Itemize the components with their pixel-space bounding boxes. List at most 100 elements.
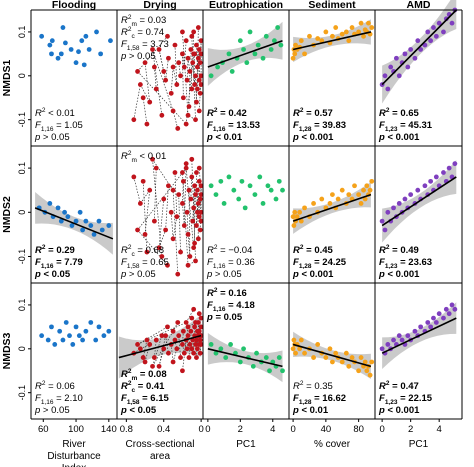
- data-point: [327, 201, 333, 206]
- data-point: [339, 359, 345, 365]
- data-point: [180, 342, 185, 347]
- data-point: [188, 328, 194, 334]
- data-point: [290, 214, 296, 220]
- data-point: [144, 337, 150, 343]
- data-point: [98, 51, 104, 57]
- data-point: [191, 51, 197, 57]
- stat-text: R2m < 0.01: [121, 150, 166, 164]
- data-point: [91, 231, 97, 237]
- data-point: [73, 60, 79, 66]
- trajectory-line: [183, 339, 187, 354]
- data-point: [68, 47, 74, 52]
- data-point: [276, 178, 282, 184]
- trajectory-line: [190, 176, 193, 200]
- data-point: [290, 346, 296, 352]
- data-point: [183, 165, 189, 171]
- data-point: [254, 350, 259, 356]
- data-point: [161, 69, 167, 74]
- data-point: [239, 178, 245, 184]
- data-point: [315, 342, 321, 347]
- data-point: [189, 33, 195, 39]
- data-point: [198, 342, 204, 347]
- data-point: [176, 192, 182, 198]
- data-point: [172, 337, 178, 343]
- data-point: [369, 178, 375, 184]
- data-point: [441, 315, 446, 321]
- x-axis-label: Index: [62, 463, 86, 467]
- data-point: [358, 355, 364, 360]
- data-point: [449, 302, 455, 308]
- data-point: [391, 205, 396, 211]
- trajectory-line: [192, 340, 195, 354]
- data-point: [80, 227, 85, 233]
- data-point: [428, 324, 434, 330]
- data-point: [184, 346, 190, 352]
- data-point: [379, 218, 385, 224]
- data-point: [367, 187, 373, 193]
- data-point: [241, 47, 246, 52]
- data-point: [197, 350, 203, 356]
- column-title-flooding: Flooding: [52, 0, 96, 11]
- data-point: [189, 315, 195, 321]
- data-point: [186, 104, 192, 109]
- stat-text: p < 0.001: [378, 269, 420, 280]
- data-point: [339, 187, 345, 193]
- trajectory-line: [152, 159, 163, 257]
- stat-text: F1,28 = 24.25: [293, 257, 347, 270]
- data-point: [194, 170, 199, 175]
- trajectory-line: [188, 190, 191, 257]
- data-point: [76, 49, 81, 55]
- data-point: [170, 108, 176, 114]
- data-point: [52, 342, 58, 347]
- stat-text: F1,28 = 39.83: [293, 120, 346, 133]
- data-point: [165, 324, 170, 330]
- data-point: [382, 227, 388, 233]
- data-point: [268, 187, 274, 193]
- data-point: [441, 170, 446, 175]
- data-point: [193, 320, 198, 325]
- data-point: [196, 165, 202, 171]
- data-point: [189, 86, 195, 92]
- data-point: [369, 25, 375, 30]
- data-point: [250, 363, 256, 369]
- trajectory-line: [174, 45, 178, 85]
- data-point: [364, 368, 370, 374]
- data-point: [180, 328, 186, 334]
- trajectory-line: [165, 58, 169, 81]
- trajectory-line: [142, 181, 148, 253]
- data-point: [436, 20, 442, 26]
- data-point: [190, 218, 196, 224]
- data-point: [302, 205, 307, 211]
- trajectory-line: [178, 194, 181, 253]
- trajectory-line: [182, 181, 184, 204]
- data-point: [408, 47, 414, 52]
- data-point: [362, 196, 368, 202]
- data-point: [208, 342, 214, 347]
- regression-line: [118, 334, 202, 359]
- data-point: [150, 363, 155, 369]
- data-point: [193, 258, 198, 264]
- data-point: [49, 324, 54, 330]
- data-point: [443, 306, 449, 312]
- data-point: [178, 355, 183, 360]
- stat-text: p > 0.05: [120, 269, 156, 280]
- data-point: [293, 42, 298, 48]
- data-point: [297, 209, 303, 215]
- data-point: [180, 201, 185, 206]
- data-point: [263, 355, 269, 360]
- data-point: [218, 346, 224, 352]
- trajectory-line: [152, 331, 174, 367]
- data-point: [388, 64, 394, 70]
- data-point: [311, 201, 316, 206]
- data-point: [358, 20, 364, 26]
- data-point: [391, 337, 396, 343]
- x-axis-label: area: [150, 451, 170, 462]
- data-point: [198, 315, 204, 321]
- data-point: [452, 306, 458, 312]
- data-point: [346, 38, 352, 44]
- stat-text: p < 0.01: [206, 132, 243, 143]
- data-point: [195, 201, 201, 206]
- stat-text: R2 = 0.65: [379, 107, 420, 119]
